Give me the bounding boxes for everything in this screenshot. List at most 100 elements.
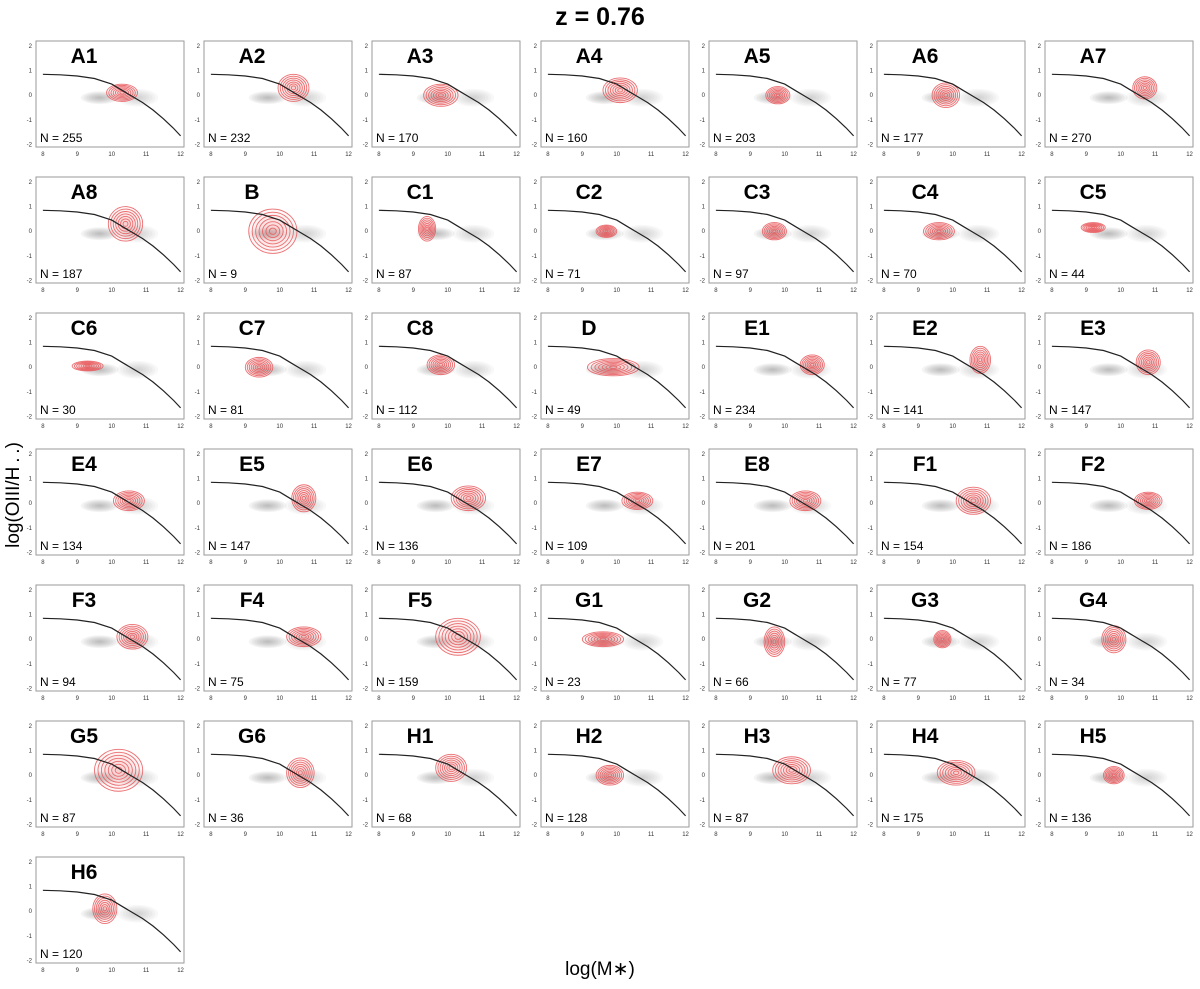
x-tick-label: 8 <box>377 424 381 430</box>
class-contour <box>301 495 306 501</box>
y-tick-label: -2 <box>27 279 33 285</box>
reference-density-level <box>86 637 114 647</box>
class-contour <box>1139 353 1158 372</box>
count-label: N = 87 <box>713 811 749 825</box>
demarcation-curve <box>547 617 687 681</box>
panel-c1: 8 9 10 11 12 -2 -1 0 1 2 C1 N = 87 <box>350 175 528 299</box>
panel-label: H1 <box>407 725 434 748</box>
panel-e8: 8 9 10 11 12 -2 -1 0 1 2 E8 N = 201 <box>687 447 865 571</box>
plot-area <box>378 73 518 137</box>
reference-density-level <box>83 228 116 240</box>
panel-h6: 8 9 10 11 12 -2 -1 0 1 2 H6 N = 120 <box>14 855 192 979</box>
reference-density-level <box>83 636 116 648</box>
x-tick-label: 12 <box>1018 560 1025 566</box>
panel-c7: 8 9 10 11 12 -2 -1 0 1 2 C7 N = 81 <box>182 311 360 435</box>
reference-density-level <box>125 908 150 919</box>
class-contour <box>1140 84 1149 92</box>
x-tick-label: 8 <box>714 560 718 566</box>
reference-density-level <box>1095 93 1123 103</box>
x-tick-label: 9 <box>581 832 585 838</box>
reference-density-level <box>427 774 444 781</box>
y-tick-label: -2 <box>1036 279 1042 285</box>
reference-density-level <box>262 95 274 100</box>
y-tick-label: 2 <box>365 588 369 594</box>
reference-density-level <box>591 501 619 511</box>
y-tick-label: 1 <box>702 69 706 75</box>
class-contour <box>298 633 310 641</box>
panel-label: C2 <box>576 181 603 204</box>
panel-b: 8 9 10 11 12 -2 -1 0 1 2 B N = 9 <box>182 175 360 299</box>
y-tick-label: -1 <box>868 526 874 532</box>
reference-density-level <box>1103 95 1115 100</box>
y-tick-label: 1 <box>197 477 201 483</box>
x-tick-label: 11 <box>1152 424 1159 430</box>
x-tick-label: 8 <box>1050 288 1054 294</box>
class-contour <box>803 357 822 373</box>
x-tick-label: 11 <box>143 288 150 294</box>
class-contour <box>268 227 277 235</box>
count-label: N = 232 <box>208 131 251 145</box>
y-tick-label: -1 <box>700 798 706 804</box>
x-tick-label: 10 <box>949 424 956 430</box>
x-tick-label: 8 <box>209 696 213 702</box>
panel-e4: 8 9 10 11 12 -2 -1 0 1 2 E4 N = 134 <box>14 447 192 571</box>
reference-density-level <box>1089 499 1128 513</box>
reference-density-level <box>461 364 486 375</box>
panel-frame <box>371 720 521 828</box>
reference-density-level <box>88 230 111 238</box>
reference-density-level <box>125 92 150 103</box>
reference-density-level <box>467 231 480 237</box>
reference-density-level <box>966 772 991 783</box>
reference-density-level <box>764 366 781 373</box>
class-contour <box>435 91 447 99</box>
x-tick-label: 8 <box>882 288 886 294</box>
x-tick-label: 11 <box>816 696 823 702</box>
y-tick-label: 0 <box>534 365 538 371</box>
x-tick-label: 11 <box>1152 832 1159 838</box>
reference-density-level <box>804 231 817 237</box>
class-contour <box>455 489 482 508</box>
reference-density-level <box>633 93 652 102</box>
panel-label: H3 <box>744 725 771 748</box>
reference-density-level <box>636 775 649 781</box>
y-tick-label: 0 <box>1038 93 1042 99</box>
y-tick-label: 2 <box>534 452 538 458</box>
x-tick-label: 11 <box>816 152 823 158</box>
y-tick-label: 2 <box>534 316 538 322</box>
reference-density-level <box>259 638 276 645</box>
x-tick-label: 11 <box>311 424 318 430</box>
class-contour <box>465 496 472 501</box>
panel-f4: 8 9 10 11 12 -2 -1 0 1 2 F4 N = 75 <box>182 583 360 707</box>
y-tick-label: -1 <box>1036 118 1042 124</box>
reference-density-level <box>924 500 957 512</box>
x-tick-label: 8 <box>41 832 45 838</box>
class-contour <box>100 754 137 786</box>
reference-density-level <box>254 229 282 239</box>
y-tick-label: 1 <box>534 749 538 755</box>
panel-label: C6 <box>71 317 98 340</box>
panel-h1: 8 9 10 11 12 -2 -1 0 1 2 H1 N = 68 <box>350 719 528 843</box>
y-tick-label: 0 <box>702 637 706 643</box>
panel-e2: 8 9 10 11 12 -2 -1 0 1 2 E2 N = 141 <box>855 311 1033 435</box>
reference-density-level <box>596 502 613 509</box>
class-contour <box>939 761 973 784</box>
panel-frame <box>203 448 353 556</box>
x-tick-label: 8 <box>714 152 718 158</box>
plot-area <box>883 481 1023 545</box>
reference-density-level <box>972 95 985 101</box>
reference-density-level <box>966 92 991 103</box>
y-tick-label: 2 <box>365 724 369 730</box>
x-tick-label: 11 <box>648 424 655 430</box>
class-contour <box>463 494 474 503</box>
class-contour <box>933 84 959 107</box>
x-tick-label: 11 <box>143 968 150 974</box>
y-tick-label: 1 <box>197 749 201 755</box>
panel-frame <box>35 584 185 692</box>
count-label: N = 66 <box>713 675 749 689</box>
x-tick-label: 10 <box>613 832 620 838</box>
